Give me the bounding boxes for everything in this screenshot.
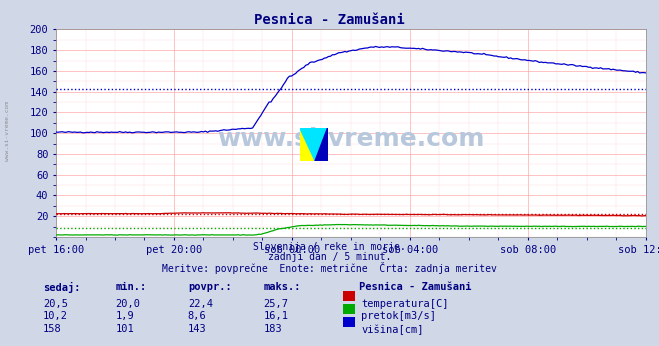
- Text: 183: 183: [264, 324, 282, 334]
- Text: višina[cm]: višina[cm]: [361, 324, 424, 335]
- Text: www.si-vreme.com: www.si-vreme.com: [5, 101, 11, 162]
- Text: 1,9: 1,9: [115, 311, 134, 321]
- Text: 158: 158: [43, 324, 61, 334]
- Text: povpr.:: povpr.:: [188, 282, 231, 292]
- Text: www.si-vreme.com: www.si-vreme.com: [217, 127, 484, 152]
- Text: 10,2: 10,2: [43, 311, 68, 321]
- Text: sedaj:: sedaj:: [43, 282, 80, 293]
- Text: 20,5: 20,5: [43, 299, 68, 309]
- Text: Pesnica - Zamušani: Pesnica - Zamušani: [359, 282, 472, 292]
- Text: Slovenija / reke in morje.: Slovenija / reke in morje.: [253, 242, 406, 252]
- Polygon shape: [300, 128, 315, 161]
- Text: 16,1: 16,1: [264, 311, 289, 321]
- Polygon shape: [315, 128, 328, 161]
- Text: 143: 143: [188, 324, 206, 334]
- Text: Pesnica - Zamušani: Pesnica - Zamušani: [254, 13, 405, 27]
- Polygon shape: [300, 128, 328, 161]
- Text: 20,0: 20,0: [115, 299, 140, 309]
- Text: min.:: min.:: [115, 282, 146, 292]
- Text: zadnji dan / 5 minut.: zadnji dan / 5 minut.: [268, 252, 391, 262]
- Text: Meritve: povprečne  Enote: metrične  Črta: zadnja meritev: Meritve: povprečne Enote: metrične Črta:…: [162, 262, 497, 274]
- Text: 8,6: 8,6: [188, 311, 206, 321]
- Text: maks.:: maks.:: [264, 282, 301, 292]
- Text: 101: 101: [115, 324, 134, 334]
- Text: 25,7: 25,7: [264, 299, 289, 309]
- Text: 22,4: 22,4: [188, 299, 213, 309]
- Text: pretok[m3/s]: pretok[m3/s]: [361, 311, 436, 321]
- Text: temperatura[C]: temperatura[C]: [361, 299, 449, 309]
